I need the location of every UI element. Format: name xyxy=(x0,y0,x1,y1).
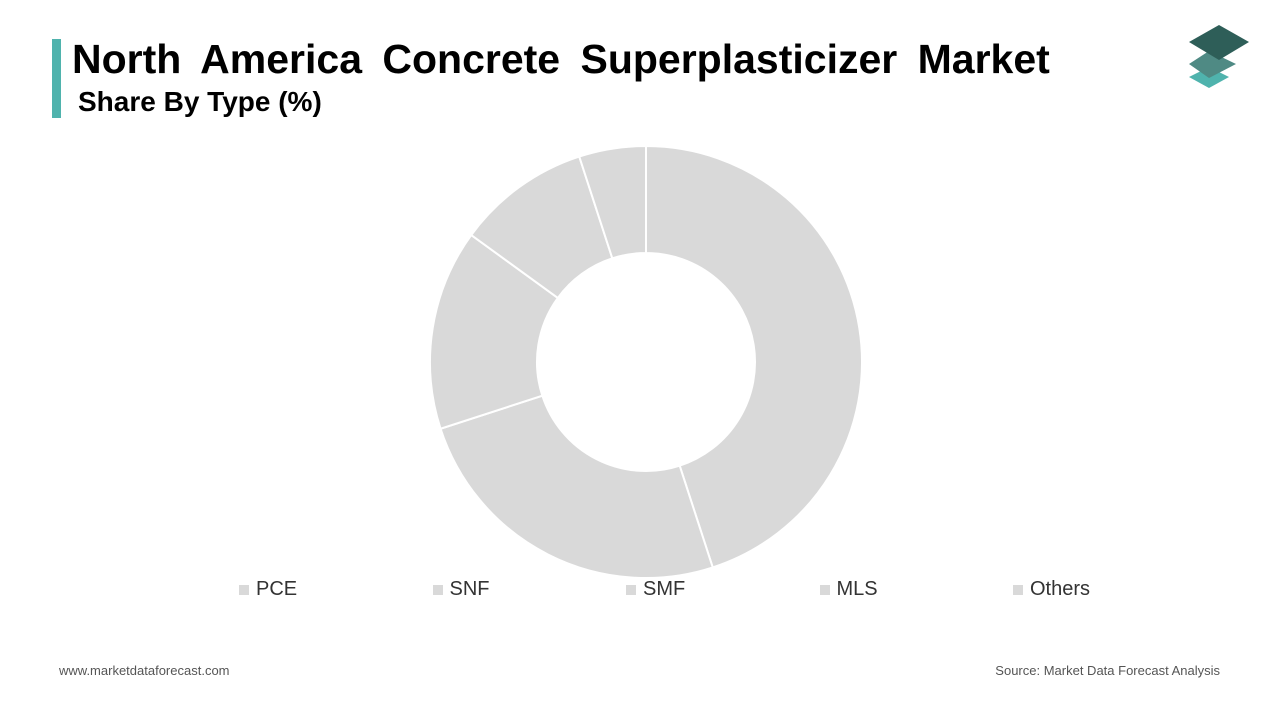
donut-slice-pce xyxy=(645,144,863,569)
legend-item-smf: SMF xyxy=(626,578,685,601)
footer-website: www.marketdataforecast.com xyxy=(59,663,230,678)
legend-swatch xyxy=(432,584,443,595)
stacked-layers-icon xyxy=(1189,25,1249,88)
legend-label: MLS xyxy=(836,578,878,600)
legend-label: SMF xyxy=(643,578,686,600)
footer-source: Source: Market Data Forecast Analysis xyxy=(995,663,1220,678)
donut-slice-others xyxy=(577,144,647,260)
legend-swatch xyxy=(239,584,249,595)
legend-swatch xyxy=(819,584,830,595)
legend-swatch xyxy=(1013,584,1023,595)
logo-layer-middle xyxy=(1189,51,1236,78)
page-subtitle: Share By Type (%) xyxy=(78,86,322,117)
title-accent-bar xyxy=(52,39,61,118)
legend-item-snf: SNF xyxy=(432,578,490,601)
legend-item-mls: MLS xyxy=(819,578,878,601)
legend-label: SNF xyxy=(449,578,490,600)
legend-item-pce: PCE xyxy=(239,578,297,601)
legend-label: Others xyxy=(1030,578,1091,600)
legend-swatch xyxy=(626,584,636,595)
donut-slice-snf xyxy=(439,394,715,579)
legend-item-others: Others xyxy=(1013,578,1090,601)
logo-layer-top xyxy=(1189,25,1249,60)
legend-label: PCE xyxy=(256,578,298,600)
page-title: North America Concrete Superplasticizer … xyxy=(72,36,1050,82)
donut-slice-smf xyxy=(429,233,560,431)
chart-legend: PCE SNF SMF MLS Others xyxy=(0,578,1280,606)
